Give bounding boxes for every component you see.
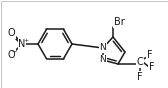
Text: F: F bbox=[147, 50, 153, 60]
Text: +: + bbox=[23, 37, 28, 43]
Text: N: N bbox=[100, 43, 106, 53]
Text: F: F bbox=[137, 72, 143, 82]
Text: F: F bbox=[149, 62, 155, 72]
Text: N: N bbox=[100, 56, 106, 65]
Text: O: O bbox=[7, 28, 15, 38]
Text: C: C bbox=[137, 57, 143, 67]
Text: −: − bbox=[12, 48, 17, 53]
Text: O: O bbox=[7, 50, 15, 60]
Text: N: N bbox=[18, 39, 26, 49]
Text: Br: Br bbox=[114, 17, 125, 27]
